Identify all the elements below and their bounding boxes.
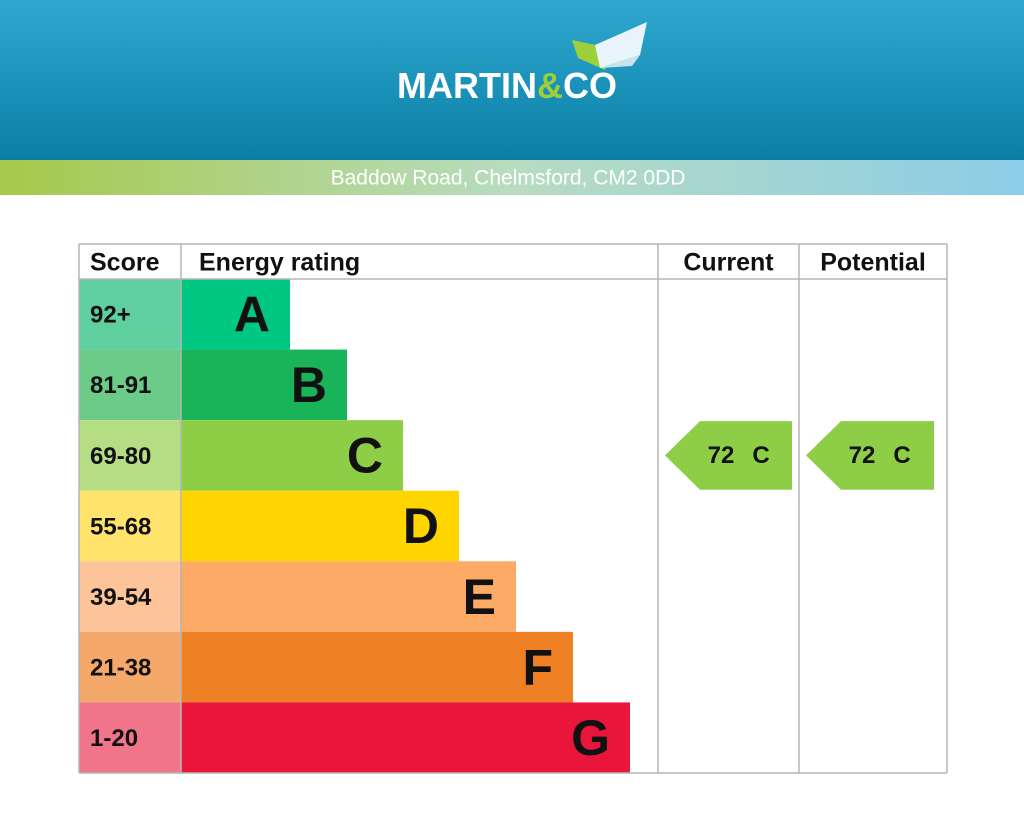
brand: MARTIN&CO: [397, 65, 617, 106]
current-rating: C: [752, 442, 769, 469]
score-range: 81-91: [90, 372, 151, 399]
score-cell: [79, 279, 181, 350]
potential-arrow: [806, 421, 934, 490]
brand-part: MARTIN: [397, 65, 537, 106]
score-range: 69-80: [90, 443, 151, 470]
rating-bar: [181, 561, 516, 632]
potential-rating: C: [893, 442, 910, 469]
current-score: 72: [708, 442, 735, 469]
brand-part: &: [537, 65, 563, 106]
rating-bar: [181, 631, 573, 703]
rating-bar: [181, 279, 290, 350]
column-header: Current: [683, 249, 774, 277]
column-header: Potential: [820, 249, 926, 277]
brand-part: CO: [563, 65, 617, 106]
rating-letter: E: [463, 569, 496, 625]
rating-bar: [181, 702, 630, 773]
score-cell: [79, 561, 181, 632]
rating-letter: C: [347, 428, 383, 484]
rating-letter: F: [522, 639, 553, 695]
rating-bar: [181, 490, 459, 562]
column-header: Energy rating: [199, 249, 360, 277]
rating-bar: [181, 349, 347, 421]
score-cell: [79, 631, 181, 703]
score-range: 1-20: [90, 725, 138, 752]
score-cell: [79, 349, 181, 421]
rating-letter: D: [403, 498, 439, 554]
score-cell: [79, 490, 181, 562]
epc-table: Score Energy rating Current Potential 92+ A 81…: [78, 243, 948, 774]
potential-score: 72: [849, 442, 876, 469]
rating-letter: G: [571, 710, 610, 766]
logo-icon: [572, 22, 647, 70]
column-header: Score: [90, 249, 160, 277]
score-cell: [79, 702, 181, 773]
score-cell: [79, 420, 181, 491]
rating-letter: A: [234, 286, 270, 342]
address: Baddow Road, Chelmsford, CM2 0DD: [331, 167, 686, 190]
header-band: [0, 0, 1024, 160]
address-strip: [0, 160, 1024, 195]
current-arrow: [665, 421, 792, 490]
score-range: 39-54: [90, 584, 152, 611]
score-range: 55-68: [90, 513, 151, 540]
score-range: 92+: [90, 302, 131, 329]
rating-bar: [181, 420, 403, 491]
score-range: 21-38: [90, 654, 151, 681]
rating-letter: B: [291, 357, 327, 413]
